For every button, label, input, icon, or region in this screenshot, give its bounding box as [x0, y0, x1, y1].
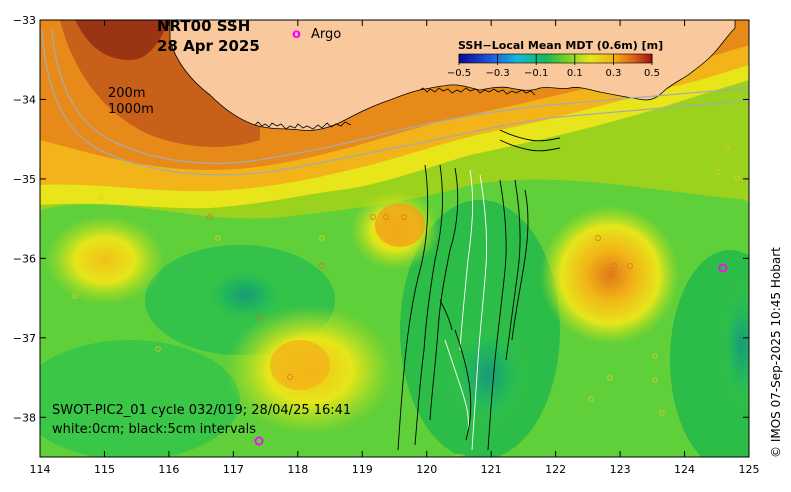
colorbar-tick-label: 0.1	[567, 68, 583, 79]
colorbar-scale	[458, 53, 653, 64]
lon-tick-label: 116	[158, 463, 179, 476]
lat-tick-label: −38	[13, 411, 36, 424]
lon-tick-label: 121	[481, 463, 502, 476]
warm-eddy-south-core	[270, 340, 330, 390]
isobath-200m	[51, 29, 749, 164]
surface-obs-markers-yellow	[72, 145, 749, 457]
lon-tick-label: 125	[739, 463, 760, 476]
colorbar-tick-label: 0.5	[644, 68, 660, 79]
lat-tick-label: −37	[13, 332, 36, 345]
cold-eddy-core-east	[717, 275, 749, 415]
lon-tick-label: 119	[352, 463, 373, 476]
map-title-date: 28 Apr 2025	[157, 37, 260, 55]
lon-tick-label: 117	[223, 463, 244, 476]
lon-tick-label: 122	[545, 463, 566, 476]
colorbar-tick-label: −0.3	[485, 68, 509, 79]
cold-field-southwest	[40, 340, 240, 457]
lon-tick-label: 115	[94, 463, 115, 476]
colorbar-tick-label: −0.1	[524, 68, 548, 79]
argo-legend-label: Argo	[311, 27, 341, 42]
map-frame	[39, 19, 750, 458]
cold-eddy-core-west	[200, 263, 290, 327]
coastal-band-brown	[75, 20, 170, 60]
warm-tongue-core	[375, 203, 425, 247]
isobath-label-200m: 200m	[108, 86, 145, 101]
argo-float-marker	[254, 436, 264, 446]
argo-float-marker	[718, 263, 728, 273]
coastline-detail-east	[419, 87, 536, 96]
colorbar-ticks: −0.5 −0.3 −0.1 0.1 0.3 0.5	[447, 54, 660, 79]
lat-tick-label: −36	[13, 252, 36, 265]
lon-tick-label: 123	[610, 463, 631, 476]
lon-tick-label: 114	[30, 463, 51, 476]
imos-credit: © IMOS 07-Sep-2025 10:45 Hobart	[769, 247, 783, 458]
lon-tick-label: 124	[674, 463, 695, 476]
land-mass	[169, 20, 736, 131]
lon-tick-label: 118	[287, 463, 308, 476]
colorbar: SSH−Local Mean MDT (0.6m) [m] −0.5 −0.3 −0…	[447, 39, 663, 79]
lat-tick-label: −33	[13, 14, 36, 27]
isobath-1000m	[41, 29, 749, 176]
colorbar-title: SSH−Local Mean MDT (0.6m) [m]	[458, 39, 663, 52]
warm-eddy-east	[540, 205, 680, 345]
argo-legend-marker: o	[292, 27, 301, 42]
map-area	[40, 20, 749, 457]
cold-eddy-core-central	[443, 315, 533, 435]
lat-tick-label: −34	[13, 93, 36, 106]
swot-swath	[397, 129, 561, 451]
swot-caption-line2: white:0cm; black:5cm intervals	[52, 422, 256, 437]
warm-field-west	[45, 215, 165, 305]
isobath-label-1000m: 1000m	[108, 102, 154, 117]
surface-obs-markers	[207, 214, 633, 380]
longitude-axis: 114 115 116 117 118 119 120 121 122 123 124 125	[30, 20, 760, 476]
map-title-product: NRT00 SSH	[157, 17, 250, 35]
colorbar-tick-label: 0.3	[605, 68, 621, 79]
latitude-axis: −33 −34 −35 −36 −37 −38	[13, 14, 749, 424]
lon-tick-label: 120	[416, 463, 437, 476]
argo-float-markers	[254, 263, 728, 446]
colorbar-tick-label: −0.5	[447, 68, 471, 79]
lat-tick-label: −35	[13, 173, 36, 186]
swot-caption-line1: SWOT-PIC2_01 cycle 032/019; 28/04/25 16:…	[52, 403, 351, 418]
coastline-detail-west	[254, 121, 352, 130]
